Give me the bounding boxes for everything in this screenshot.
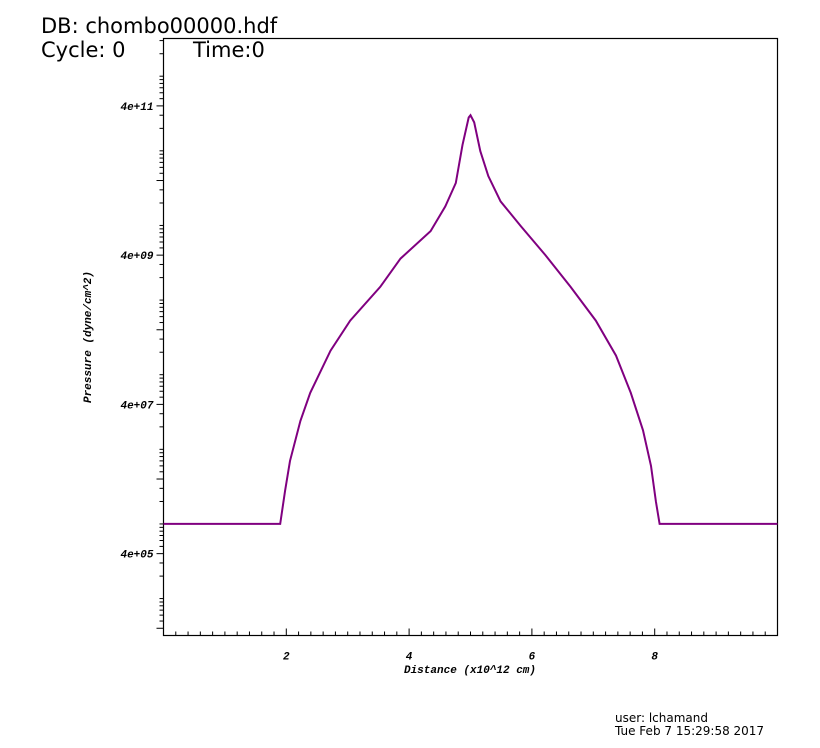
x-tick-label: 8 bbox=[651, 652, 658, 664]
user-label: user: lchamand bbox=[615, 711, 708, 725]
y-tick-label: 4e+05 bbox=[120, 550, 153, 562]
x-tick-label: 2 bbox=[283, 652, 290, 664]
database-label: DB: chombo00000.hdf bbox=[41, 14, 278, 38]
y-tick-label: 4e+11 bbox=[120, 102, 153, 114]
plot-frame bbox=[162, 37, 779, 637]
x-axis-label: Distance (x10^12 cm) bbox=[404, 665, 536, 677]
y-axis-label: Pressure (dyne/cm^2) bbox=[83, 271, 95, 403]
x-axis: 2 4 6 8 bbox=[175, 628, 766, 664]
x-tick-label: 4 bbox=[406, 652, 413, 664]
y-tick-label: 4e+07 bbox=[120, 400, 153, 412]
time-label: Time:0 bbox=[193, 38, 265, 62]
series-line bbox=[163, 113, 778, 525]
y-tick-label: 4e+09 bbox=[120, 251, 153, 263]
y-axis: 4e+05 4e+07 4e+09 4e+11 bbox=[120, 40, 164, 629]
cycle-label: Cycle: 0 bbox=[41, 38, 126, 62]
x-tick-label: 6 bbox=[529, 652, 536, 664]
date-label: Tue Feb 7 15:29:58 2017 bbox=[615, 724, 765, 738]
